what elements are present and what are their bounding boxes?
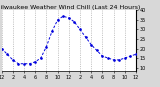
Text: Milwaukee Weather Wind Chill (Last 24 Hours): Milwaukee Weather Wind Chill (Last 24 Ho…	[0, 5, 140, 10]
